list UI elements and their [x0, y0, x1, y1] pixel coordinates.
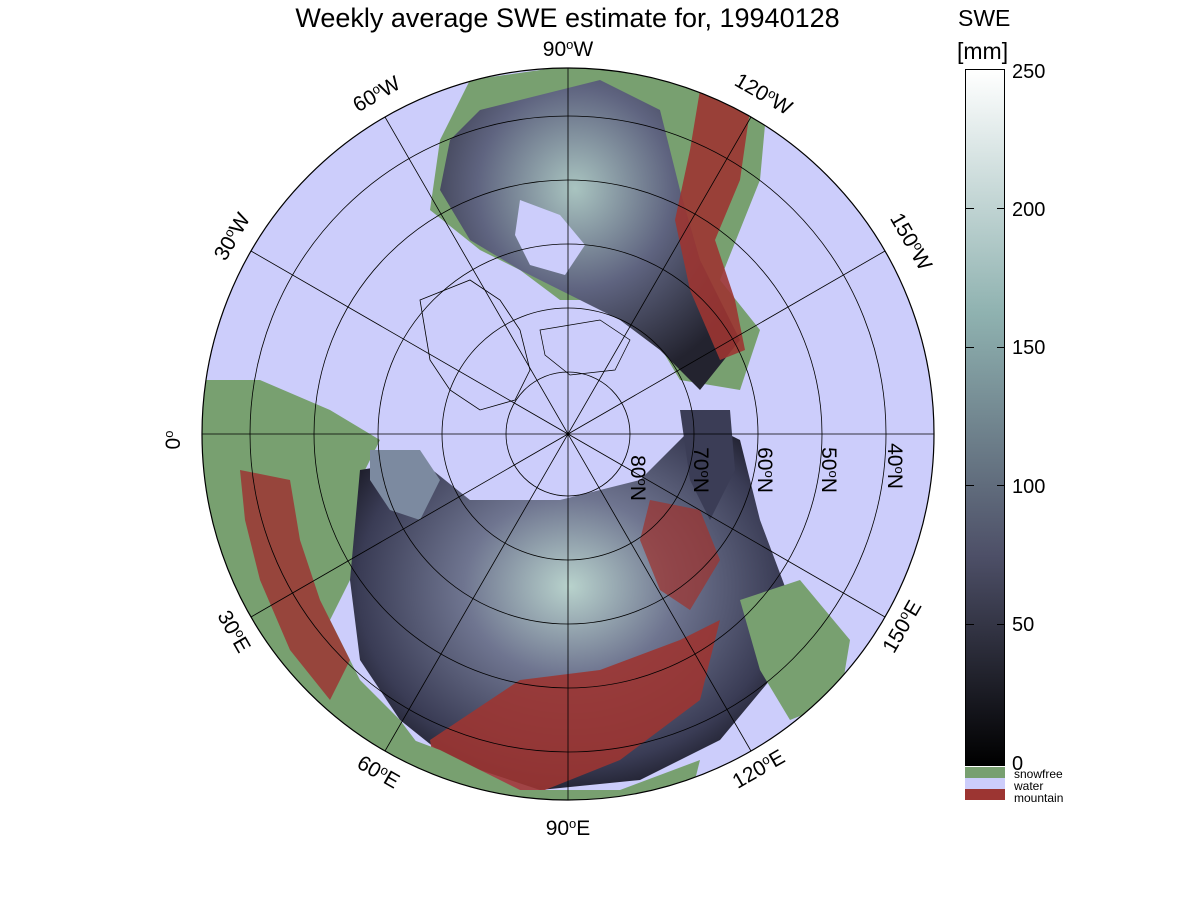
latitude-labels: 80oN 70oN 60oN 50oN 40oN — [626, 443, 908, 501]
lon-label-90w: 90oW — [543, 37, 594, 62]
legend-swatch-mountain — [965, 789, 1005, 800]
south-asia-snowfree — [340, 720, 700, 800]
colorbar-label-line2: [mm] — [957, 38, 1009, 64]
legend-label-mountain: mountain — [1014, 791, 1064, 805]
east-asia-snowfree — [740, 580, 850, 720]
legend-label-water: water — [1014, 779, 1044, 793]
colorbar-tick-50: 50 — [1012, 614, 1035, 636]
siberia-mountain — [640, 500, 720, 610]
map-title: Weekly average SWE estimate for, 1994012… — [295, 3, 840, 33]
north-america-snowpack — [440, 80, 740, 390]
scandinavia-snowpack — [370, 450, 440, 520]
lat-label-50n: 50oN — [817, 447, 842, 493]
colorbar-gradient — [965, 69, 1005, 766]
lon-label-60w: 60oW — [348, 70, 404, 117]
arctic-islands — [539, 319, 631, 376]
central-asia-mountain — [430, 620, 720, 800]
colorbar-tick-200: 200 — [1012, 199, 1046, 221]
colorbar-label-line1: SWE — [958, 5, 1011, 31]
graticule — [201, 67, 935, 801]
colorbar-tick-100: 100 — [1012, 476, 1046, 498]
lon-label-90e: 90oE — [546, 816, 591, 841]
colorbar-tick-250: 250 — [1012, 61, 1046, 83]
europe-mountain — [240, 470, 350, 700]
polar-swe-map: 90oW 120oW 150oW 180oW 150oE 120oE 90oE … — [161, 37, 937, 841]
lat-label-40n: 40oN — [883, 443, 908, 489]
colorbar-tick-0: 0 — [1012, 753, 1024, 775]
legend-swatch-water — [965, 778, 1005, 789]
legend-label-snowfree: snowfree — [1014, 767, 1063, 781]
legend-swatch-snowfree — [965, 767, 1005, 778]
lat-label-70n: 70oN — [689, 447, 714, 493]
lat-label-80n: 80oN — [626, 455, 651, 501]
lat-label-60n: 60oN — [753, 447, 778, 493]
hudson-bay — [515, 200, 585, 275]
lon-label-0: 0o — [161, 431, 186, 450]
colorbar-tick-150: 150 — [1012, 337, 1046, 359]
